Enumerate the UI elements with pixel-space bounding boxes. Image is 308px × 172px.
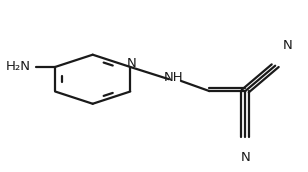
Text: N: N [282, 39, 292, 52]
Text: N: N [126, 57, 136, 70]
Text: H₂N: H₂N [6, 60, 31, 73]
Text: NH: NH [164, 71, 183, 84]
Text: N: N [241, 150, 250, 164]
